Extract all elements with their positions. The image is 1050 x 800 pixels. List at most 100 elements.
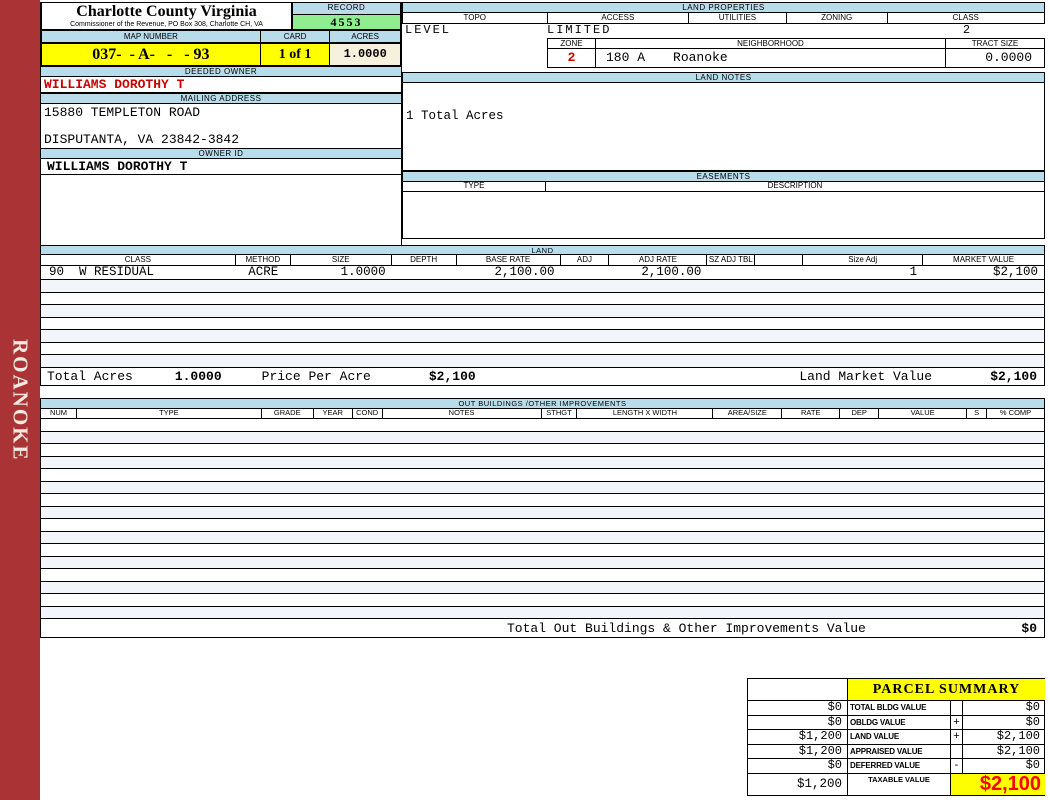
parcel-id-headers: MAP NUMBER CARD ACRES (41, 30, 401, 43)
address-line-2: DISPUTANTA, VA 23842-3842 (44, 132, 240, 147)
ob-h-grade: GRADE (262, 409, 314, 418)
land-value-op: + (950, 729, 962, 744)
easements-box (402, 192, 1045, 239)
empty-row (41, 556, 1044, 569)
empty-row (41, 569, 1044, 582)
address-line-1: 15880 TEMPLETON ROAD (44, 105, 201, 120)
land-properties-col-headers: TOPO ACCESS UTILITIES ZONING CLASS (402, 13, 1045, 24)
tract-size-value: 0.0000 (985, 50, 1032, 65)
land-size: 1.0000 (340, 266, 386, 279)
map-number-value: 037- - A- - - 93 (42, 44, 261, 65)
ob-h-year: YEAR (314, 409, 353, 418)
empty-row (41, 431, 1044, 444)
land-class: 90 W RESIDUAL (49, 266, 155, 279)
out-buildings-total-label: Total Out Buildings & Other Improvements… (507, 620, 866, 636)
empty-row (41, 519, 1044, 532)
price-per-acre-label: Price Per Acre (261, 368, 371, 384)
out-buildings-total-row: Total Out Buildings & Other Improvements… (40, 619, 1045, 638)
land-totals-row: Total Acres 1.0000 Price Per Acre $2,100… (40, 367, 1045, 386)
out-buildings-table: OUT BUILDINGS /OTHER IMPROVEMENTS NUM TY… (40, 398, 1045, 638)
empty-row (41, 305, 1044, 318)
land-h-size: SIZE (291, 255, 392, 265)
land-table-headers: CLASS METHOD SIZE DEPTH BASE RATE ADJ AD… (40, 255, 1045, 266)
prior-deferred-value: $0 (747, 758, 847, 773)
access-value: LIMITED (547, 24, 612, 37)
land-h-adj-rate: ADJ RATE (609, 255, 708, 265)
parcel-summary: PARCEL SUMMARY $0 TOTAL BLDG VALUE $0 $0… (747, 678, 1045, 796)
land-h-class: CLASS (41, 255, 236, 265)
land-market-value-label: Land Market Value (799, 368, 932, 384)
ob-h-rate: RATE (782, 409, 841, 418)
land-h-base-rate: BASE RATE (457, 255, 561, 265)
land-market-value-total: $2,100 (990, 368, 1037, 384)
ob-h-cond: COND (353, 409, 383, 418)
appraised-value-label: APPRAISED VALUE (847, 743, 950, 758)
land-table: LAND CLASS METHOD SIZE DEPTH BASE RATE A… (40, 245, 1045, 386)
easements-title: EASEMENTS (402, 171, 1045, 182)
deeded-owner-value: WILLIAMS DOROTHY T (41, 77, 401, 93)
land-h-method: METHOD (236, 255, 291, 265)
land-notes-title: LAND NOTES (402, 72, 1045, 83)
taxable-value: $2,100 (950, 772, 1045, 795)
ob-h-area-size: AREA/SIZE (713, 409, 783, 418)
ob-h-length-width: LENGTH X WIDTH (577, 409, 714, 418)
card-content: Charlotte County Virginia Commissioner o… (40, 0, 1045, 800)
empty-row (41, 506, 1044, 519)
out-buildings-title: OUT BUILDINGS /OTHER IMPROVEMENTS (40, 398, 1045, 409)
prior-total-bldg-value: $0 (747, 700, 847, 715)
empty-row (41, 594, 1044, 607)
land-properties-values: LEVEL LIMITED 2 (402, 24, 1045, 38)
county-header: Charlotte County Virginia Commissioner o… (41, 2, 292, 30)
out-buildings-total-value: $0 (1021, 620, 1037, 636)
map-number-label: MAP NUMBER (42, 31, 261, 42)
land-properties-title: LAND PROPERTIES (402, 2, 1045, 13)
zone-values: 2 180 A Roanoke 0.0000 (547, 49, 1045, 68)
out-buildings-headers: NUM TYPE GRADE YEAR COND NOTES STHGT LEN… (40, 409, 1045, 419)
ob-h-pct-comp: % COMP (999, 409, 1032, 417)
prior-appraised-value: $1,200 (747, 743, 847, 758)
land-adj-rate: 2,100.00 (641, 266, 702, 279)
land-size-adj: 1 (909, 266, 918, 279)
empty-row (41, 531, 1044, 544)
land-h-sz-adj-tbl: SZ ADJ TBL (707, 255, 756, 265)
total-bldg-op (950, 700, 962, 715)
ob-h-num: NUM (41, 409, 77, 418)
zone-value: 2 (548, 49, 596, 67)
empty-row (41, 469, 1044, 482)
obldg-value: $0 (962, 714, 1045, 729)
zone-label: ZONE (548, 39, 596, 48)
easement-type-label: TYPE (403, 182, 546, 191)
ob-h-s: S (967, 409, 988, 418)
neighborhood-value: 180 A Roanoke (596, 49, 946, 67)
empty-row (41, 293, 1044, 305)
deferred-op: - (950, 758, 962, 773)
land-market-value: $2,100 (992, 266, 1038, 279)
empty-row (41, 343, 1044, 355)
ob-h-dep: DEP (840, 409, 880, 418)
ob-h-type: TYPE (77, 409, 262, 418)
prior-taxable-value: $1,200 (747, 772, 847, 795)
owner-panel: Charlotte County Virginia Commissioner o… (40, 2, 402, 245)
parcel-summary-corner (747, 678, 847, 700)
record-box: RECORD 4553 (292, 2, 401, 30)
acres-value: 1.0000 (330, 44, 400, 65)
deeded-owner-header: DEEDED OWNER (40, 66, 402, 77)
card-value: 1 of 1 (260, 44, 331, 65)
land-h-depth: DEPTH (392, 255, 457, 265)
acres-label: ACRES (330, 31, 400, 42)
land-adj (560, 266, 609, 279)
owner-id-header: OWNER ID (40, 148, 402, 159)
topo-label: TOPO (403, 13, 548, 23)
land-value-label: LAND VALUE (847, 729, 950, 744)
empty-row (41, 419, 1044, 432)
price-per-acre-value: $2,100 (428, 368, 476, 384)
zoning-label: ZONING (787, 13, 888, 23)
empty-row (41, 280, 1044, 293)
record-label: RECORD (292, 2, 401, 15)
land-empty-rows (40, 280, 1045, 368)
owner-id-value: WILLIAMS DOROTHY T (41, 159, 401, 175)
easements-headers: TYPE DESCRIPTION (402, 182, 1045, 192)
topo-value: LEVEL (405, 24, 452, 37)
record-value: 4553 (292, 15, 401, 30)
